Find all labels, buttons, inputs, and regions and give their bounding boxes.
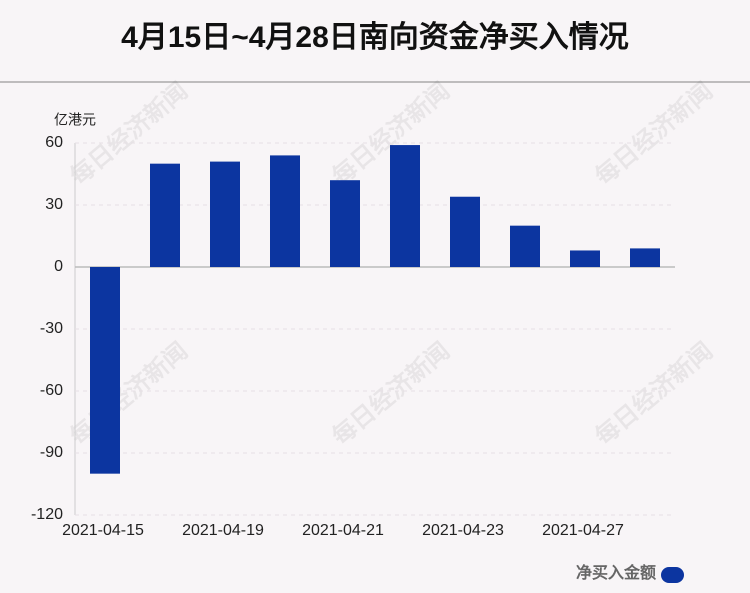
y-tick-label: 60 (45, 134, 63, 151)
bar (450, 196, 480, 267)
y-tick-label: -120 (31, 506, 63, 523)
chart-title: 4月15日~4月28日南向资金净买入情况 (121, 20, 629, 54)
bar (150, 163, 180, 267)
bar (270, 155, 300, 267)
legend-label: 净买入金额 (576, 563, 656, 582)
bar (210, 161, 240, 267)
x-tick-label: 2021-04-15 (62, 522, 144, 539)
y-axis-label: 亿港元 (54, 112, 96, 128)
bar (330, 180, 360, 267)
x-tick-label: 2021-04-21 (302, 522, 384, 539)
bar (570, 250, 600, 267)
legend-swatch (661, 567, 684, 583)
y-tick-label: -90 (40, 444, 63, 461)
x-tick-label: 2021-04-23 (422, 522, 504, 539)
x-tick-label: 2021-04-19 (182, 522, 264, 539)
y-tick-label: 0 (54, 258, 63, 275)
bar (90, 267, 120, 474)
bar (630, 248, 660, 267)
y-tick-label: -30 (40, 320, 63, 337)
y-tick-label: -60 (40, 382, 63, 399)
y-tick-label: 30 (45, 196, 63, 213)
x-tick-label: 2021-04-27 (542, 522, 624, 539)
bar (390, 145, 420, 267)
bar (510, 225, 540, 267)
